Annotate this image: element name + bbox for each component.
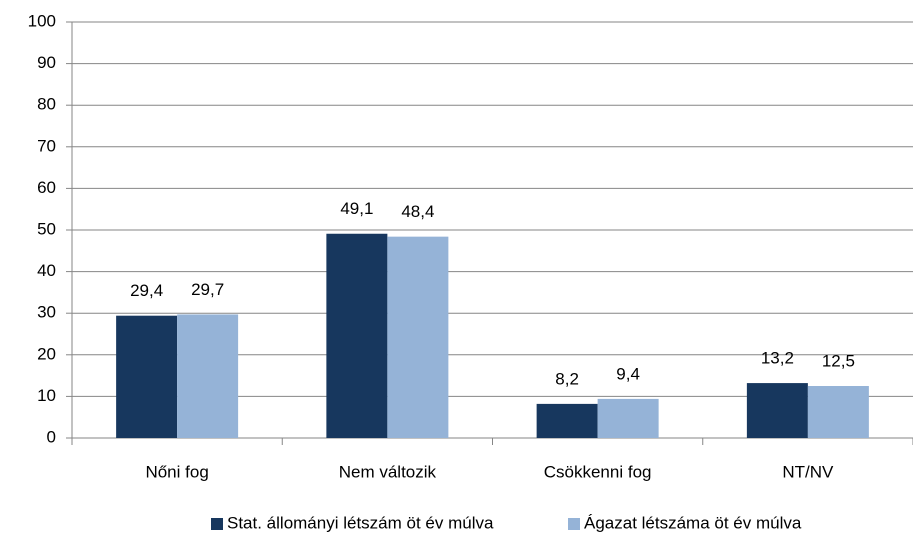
x-tick-label: Nőni fog bbox=[145, 462, 208, 481]
x-tick-label: Csökkenni fog bbox=[544, 462, 652, 481]
value-label: 29,7 bbox=[191, 280, 224, 299]
value-label: 13,2 bbox=[761, 349, 794, 368]
y-tick-label: 50 bbox=[37, 219, 56, 238]
x-tick-label: NT/NV bbox=[782, 462, 834, 481]
legend-swatch bbox=[568, 518, 580, 530]
x-tick-label: Nem változik bbox=[339, 462, 437, 481]
bar bbox=[807, 386, 869, 438]
y-tick-label: 20 bbox=[37, 344, 56, 363]
value-label: 8,2 bbox=[555, 369, 579, 388]
value-label: 9,4 bbox=[616, 364, 640, 383]
bar bbox=[116, 315, 178, 438]
value-label: 29,4 bbox=[130, 281, 163, 300]
bar bbox=[746, 383, 808, 438]
bar bbox=[177, 314, 239, 438]
y-tick-label: 30 bbox=[37, 303, 56, 322]
y-tick-label: 80 bbox=[37, 95, 56, 114]
y-tick-label: 0 bbox=[47, 427, 56, 446]
bar bbox=[536, 403, 598, 438]
bar bbox=[326, 233, 388, 438]
y-tick-label: 70 bbox=[37, 136, 56, 155]
y-tick-label: 100 bbox=[28, 11, 56, 30]
y-tick-label: 10 bbox=[37, 386, 56, 405]
y-tick-label: 60 bbox=[37, 178, 56, 197]
bar bbox=[597, 398, 659, 438]
legend-label: Stat. állományi létszám öt év múlva bbox=[227, 513, 494, 532]
y-tick-label: 90 bbox=[37, 53, 56, 72]
value-label: 49,1 bbox=[340, 199, 373, 218]
value-label: 12,5 bbox=[822, 351, 855, 370]
value-label: 48,4 bbox=[401, 202, 434, 221]
legend-label: Ágazat létszáma öt év múlva bbox=[584, 513, 802, 532]
bar bbox=[387, 236, 449, 438]
legend-swatch bbox=[211, 518, 223, 530]
y-tick-label: 40 bbox=[37, 261, 56, 280]
